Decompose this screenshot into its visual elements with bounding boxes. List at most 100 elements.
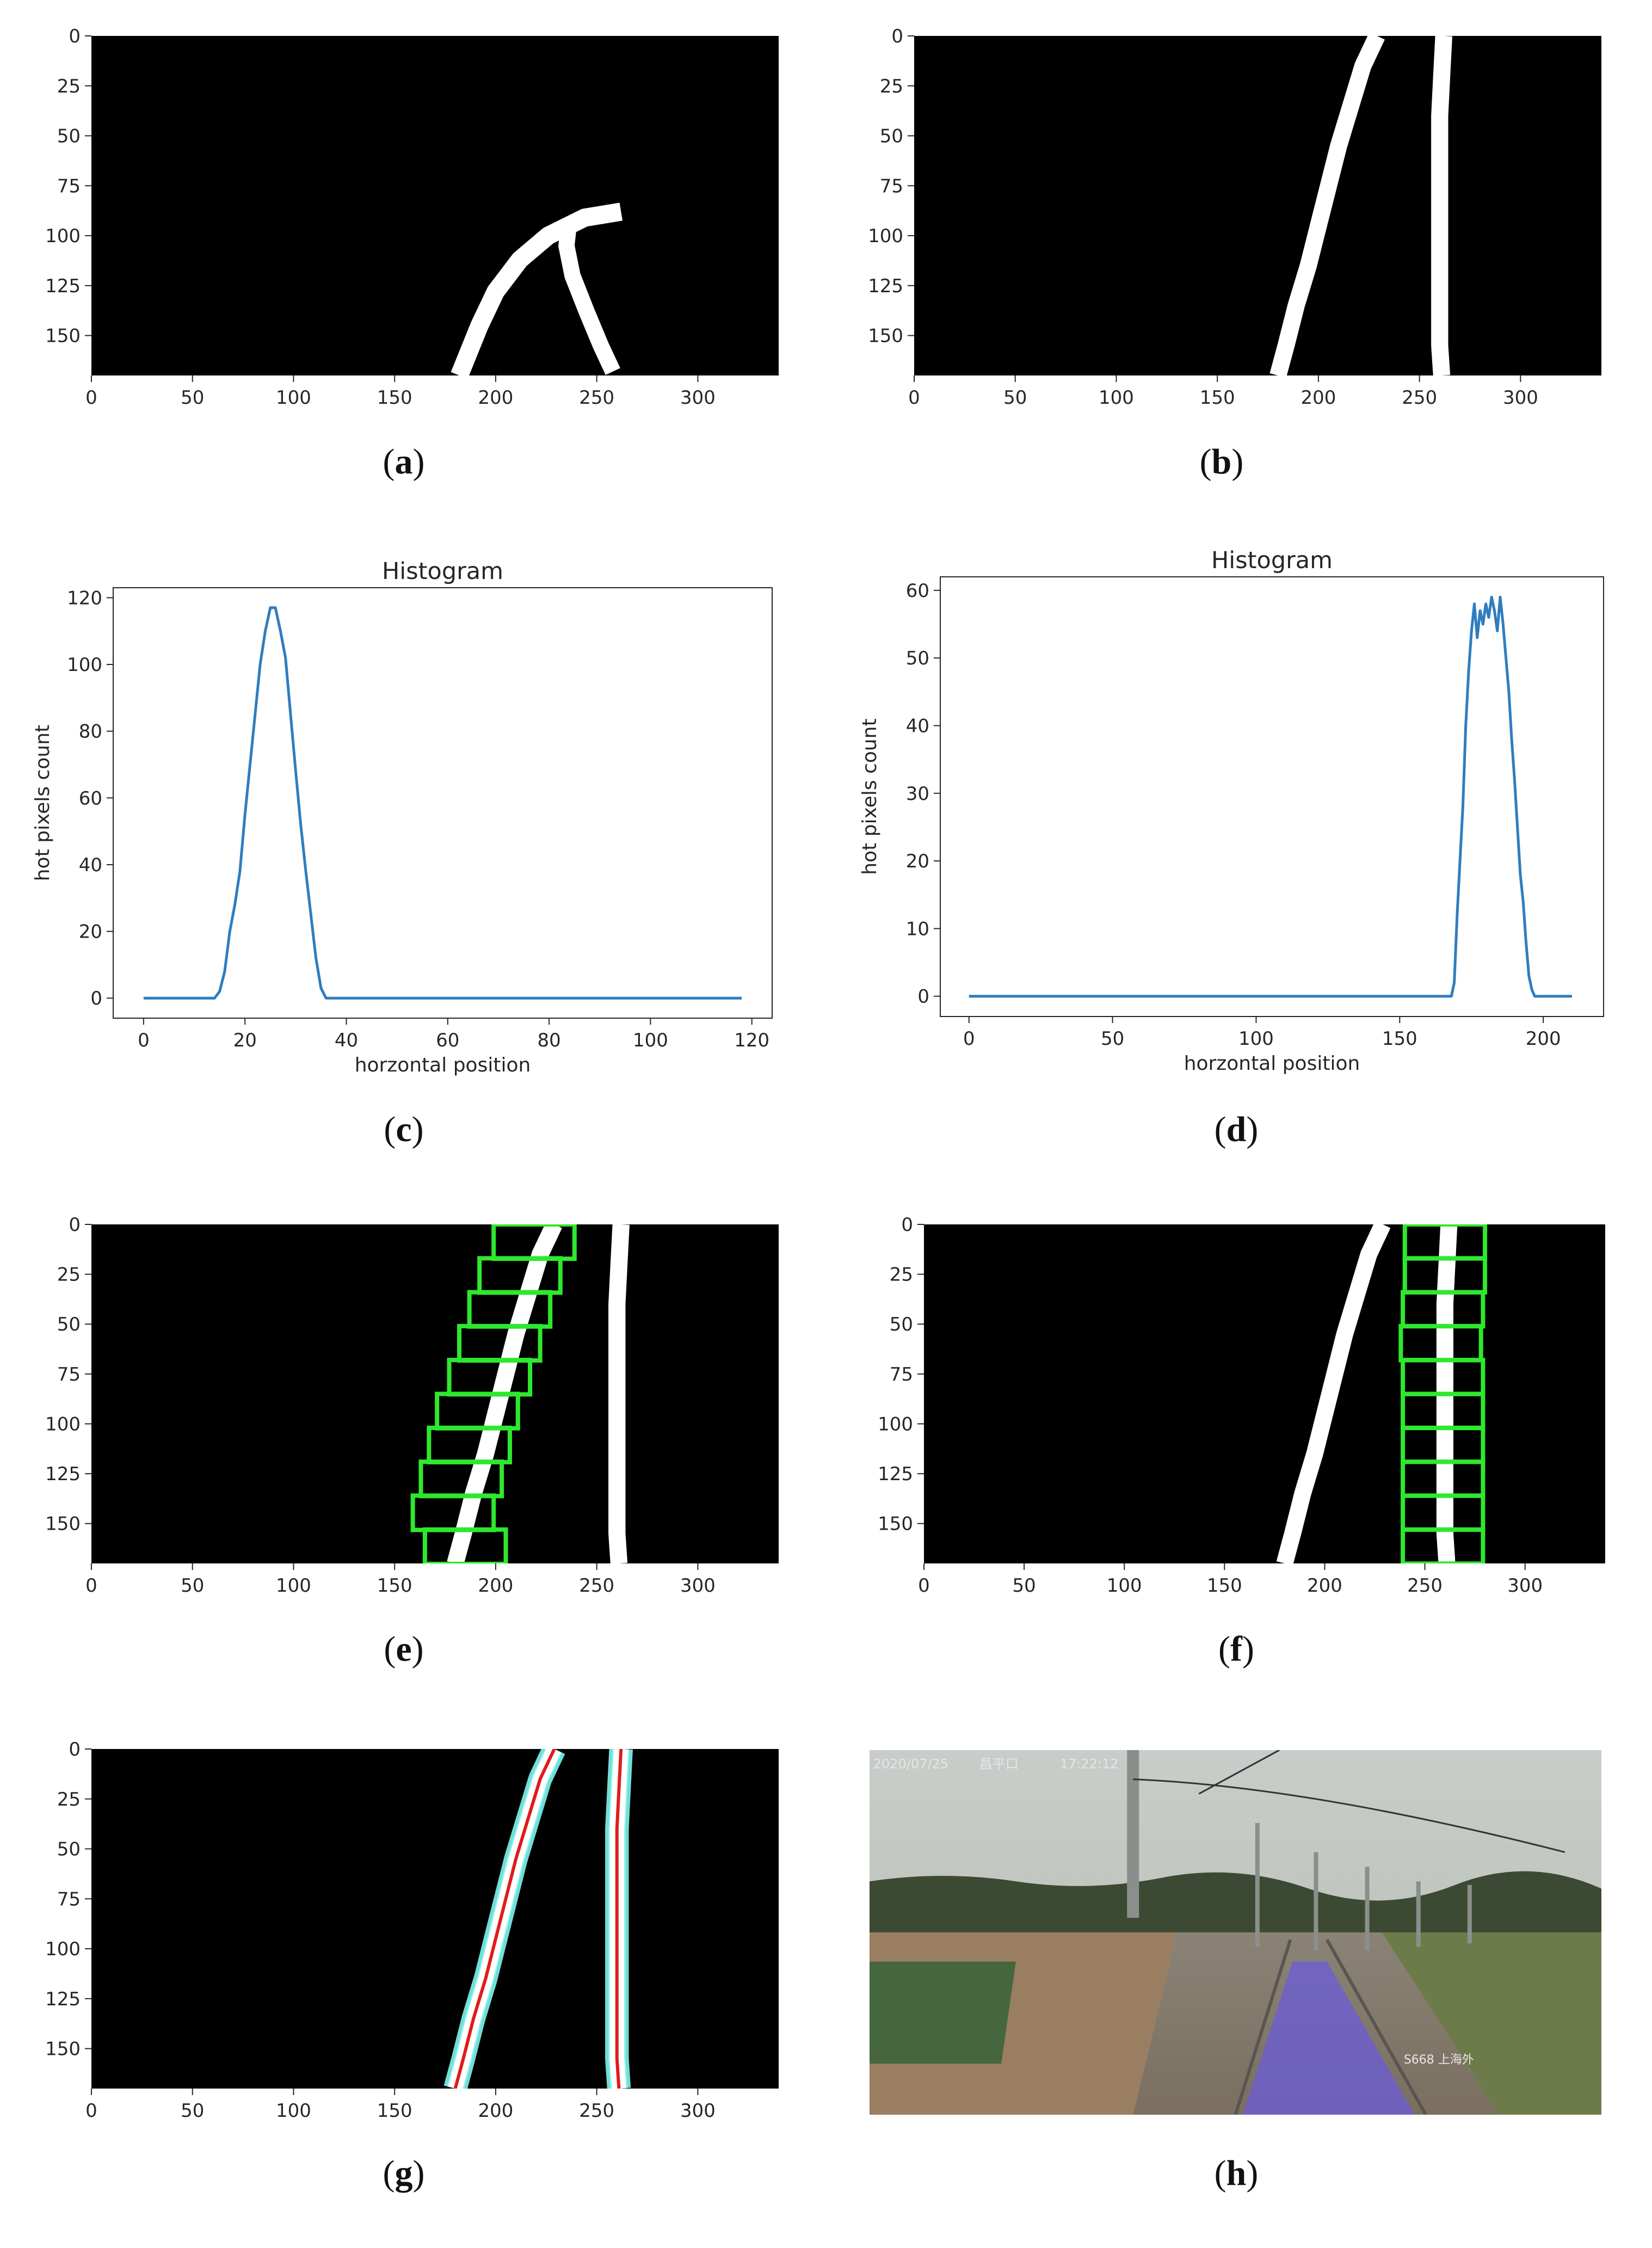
panel-f-ytick-label: 0 — [901, 1214, 913, 1236]
panel-d-ytick-label: 60 — [906, 580, 929, 602]
panel-f-ytick-label: 100 — [878, 1413, 913, 1435]
panel-a-ytick-label: 125 — [45, 275, 81, 297]
panel-c-ytick-label: 0 — [90, 988, 102, 1009]
panel-g-xtick-label: 250 — [579, 2100, 614, 2122]
panel-f-ytick-label: 25 — [890, 1264, 913, 1286]
panel-f-xtick-label: 300 — [1507, 1575, 1543, 1597]
subfigure-label: (f) — [1218, 1629, 1254, 1669]
panel-b-xtick-label: 100 — [1099, 387, 1134, 409]
train-id: S668 上海外 — [1404, 2053, 1474, 2067]
subfigure-label-g: (g) — [383, 2153, 425, 2193]
right-rail-mask — [1436, 1224, 1458, 1563]
panel-d-ytick-label: 30 — [906, 783, 929, 805]
panel-g-xtick-label: 100 — [276, 2100, 311, 2122]
panel-e-ytick-label: 25 — [57, 1264, 81, 1286]
panel-a-xtick-label: 300 — [680, 387, 716, 409]
panel-g-ytick-label: 75 — [57, 1888, 81, 1910]
subfigure-label: (a) — [383, 442, 425, 482]
subfigure-label-c: (c) — [384, 1110, 423, 1149]
panel-f-ytick-label: 50 — [890, 1314, 913, 1335]
panel-d-xtick-label: 0 — [963, 1028, 975, 1050]
overhead-wire — [1198, 1750, 1280, 1795]
panel-g-xtick-label: 0 — [85, 2100, 97, 2122]
timestamp-time: 17:22:12 — [1060, 1757, 1119, 1772]
panel-g: 0 50 100 150 200 250 300 0 25 50 75 100 125 150 — [45, 1739, 779, 2122]
left-rail-mask — [1276, 1224, 1391, 1563]
panel-b-ytick-label: 150 — [868, 325, 903, 347]
panel-e: 0 50 100 150 200 250 300 0 25 50 75 100 125 150 — [45, 1214, 779, 1597]
panel-a-ytick-label: 0 — [69, 26, 81, 47]
panel-c-xtick-label: 100 — [633, 1030, 668, 1051]
panel-d-ytick-label: 0 — [917, 986, 929, 1008]
sliding-window-box — [422, 1527, 508, 1563]
left-fit-curve — [453, 1749, 556, 2089]
panel-a-ytick-label: 75 — [57, 175, 81, 197]
panel-g-ytick-label: 150 — [45, 2038, 81, 2060]
panel-b-xtick-label: 300 — [1503, 387, 1538, 409]
subfigure-letter: e — [396, 1629, 411, 1669]
panel-b-xtick-label: 250 — [1402, 387, 1437, 409]
panel-g-ytick-label: 50 — [57, 1839, 81, 1861]
subfigure-letter: f — [1230, 1629, 1243, 1669]
panel-a-xtick-label: 150 — [377, 387, 412, 409]
subfigure-letter: c — [396, 1110, 411, 1149]
panel-f: 0 50 100 150 200 250 300 0 25 50 75 100 125 150 — [878, 1214, 1605, 1597]
panel-c-ytick-label: 80 — [79, 721, 102, 743]
panel-b-ytick-label: 0 — [891, 26, 903, 47]
panel-c-ytick-label: 40 — [79, 854, 102, 876]
panel-h: 2020/07/25 昌平口 17:22:12 S668 上海外 — [870, 1750, 1601, 2115]
subfigure-letter: a — [395, 442, 413, 482]
panel-d: 0 50 100 150 200 0 10 20 30 40 50 60 Histogram horzon… — [859, 547, 1604, 1075]
panel-c-xtick-label: 80 — [537, 1030, 560, 1051]
panel-a-ytick-label: 150 — [45, 325, 81, 347]
panel-b-xtick-label: 200 — [1300, 387, 1336, 409]
image-plot-area — [924, 1224, 1605, 1563]
panel-a-xtick-label: 200 — [478, 387, 513, 409]
station-name: 昌平口 — [979, 1757, 1019, 1772]
panel-b: 0 50 100 150 200 250 300 0 25 50 75 100 125 150 — [868, 26, 1601, 409]
right-fit-curve — [615, 1749, 623, 2089]
panel-g-ytick-label: 125 — [45, 1988, 81, 2010]
panel-f-xtick-label: 150 — [1207, 1575, 1242, 1597]
panel-e-xtick-label: 0 — [85, 1575, 97, 1597]
panel-g-ytick-label: 100 — [45, 1938, 81, 1960]
panel-a-xtick-label: 250 — [579, 387, 614, 409]
image-content — [1269, 36, 1452, 375]
subfigure-letter: d — [1226, 1110, 1247, 1149]
panel-a: 0 50 100 150 200 250 300 0 25 50 75 100 125 150 — [45, 26, 779, 409]
panel-d-ytick-label: 50 — [906, 648, 929, 669]
left-rail-mask — [1269, 36, 1385, 375]
panel-g-xtick-label: 300 — [680, 2100, 716, 2122]
image-plot-area — [91, 1749, 779, 2089]
image-plot-area — [91, 36, 779, 375]
chart-title: Histogram — [1211, 547, 1333, 574]
timestamp-date: 2020/07/25 — [873, 1757, 948, 1772]
panel-b-ytick-label: 50 — [880, 126, 903, 147]
panel-g-xtick-label: 50 — [181, 2100, 204, 2122]
subfigure-label-f: (f) — [1218, 1629, 1254, 1669]
panel-e-xtick-label: 100 — [276, 1575, 311, 1597]
panel-c-ytick-label: 20 — [79, 921, 102, 943]
plot-frame — [940, 576, 1604, 1017]
panel-f-xtick-label: 0 — [918, 1575, 930, 1597]
panel-f-ytick-label: 150 — [878, 1513, 913, 1535]
sliding-window-box — [1401, 1527, 1485, 1563]
rail-mask — [451, 202, 623, 375]
panel-d-ytick-label: 10 — [906, 918, 929, 940]
panel-e-xtick-label: 50 — [181, 1575, 204, 1597]
panel-g-xtick-label: 150 — [377, 2100, 412, 2122]
camera-photo: 2020/07/25 昌平口 17:22:12 S668 上海外 — [870, 1750, 1601, 2115]
panel-c-ytick-label: 120 — [67, 587, 102, 609]
panel-c-xtick-label: 60 — [436, 1030, 459, 1051]
panel-g-ytick-label: 25 — [57, 1789, 81, 1810]
panel-e-ytick-label: 75 — [57, 1364, 81, 1385]
histogram-line — [143, 606, 742, 1000]
panel-c-ytick-label: 100 — [67, 654, 102, 676]
panel-b-ytick-label: 25 — [880, 76, 903, 97]
panel-a-xtick-label: 100 — [276, 387, 311, 409]
panel-f-xtick-label: 250 — [1407, 1575, 1443, 1597]
panel-e-ytick-label: 50 — [57, 1314, 81, 1335]
overhead-wire — [1133, 1778, 1565, 1853]
rail-mask — [558, 226, 620, 375]
subfigure-label: (g) — [383, 2153, 425, 2193]
